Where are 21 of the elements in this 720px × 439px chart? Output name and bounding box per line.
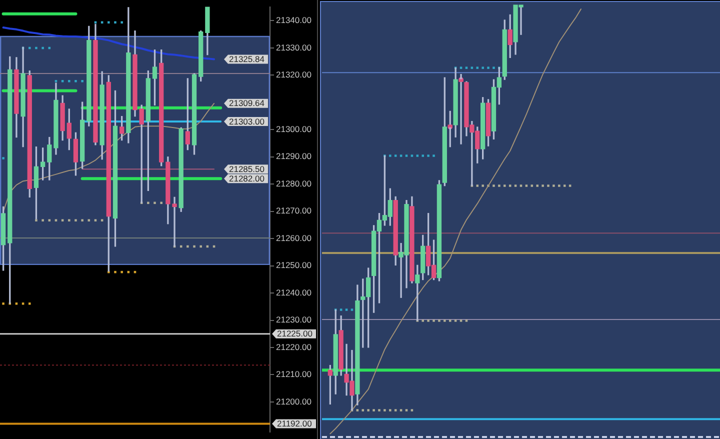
y-tick-label: 21290.00 [276, 151, 312, 162]
ref-line-label: 21192.00 [277, 418, 312, 429]
y-tick-label: 21200.00 [276, 396, 312, 406]
y-tick-label: 21250.00 [276, 260, 312, 270]
y-tick-label: 21300.00 [276, 124, 312, 134]
data-label: 21309.64 [229, 98, 265, 108]
data-label: 21282.00 [229, 174, 265, 184]
y-tick-label: 21240.00 [276, 287, 312, 298]
data-label: 21285.50 [229, 164, 265, 174]
y-tick-label: 21220.00 [276, 342, 312, 352]
data-label: 21303.00 [229, 116, 265, 126]
y-tick-label: 21270.00 [276, 206, 312, 216]
y-tick-label: 21320.00 [276, 70, 312, 80]
data-label: 21325.84 [229, 54, 265, 64]
ref-line-label: 21225.00 [277, 328, 313, 339]
y-tick-label: 21260.00 [276, 232, 312, 243]
y-tick-label: 21280.00 [276, 178, 312, 188]
y-tick-label: 21330.00 [276, 42, 312, 52]
y-tick-label: 21230.00 [276, 314, 312, 325]
y-tick-label: 21210.00 [276, 369, 312, 380]
y-tick-label: 21340.00 [276, 15, 312, 26]
